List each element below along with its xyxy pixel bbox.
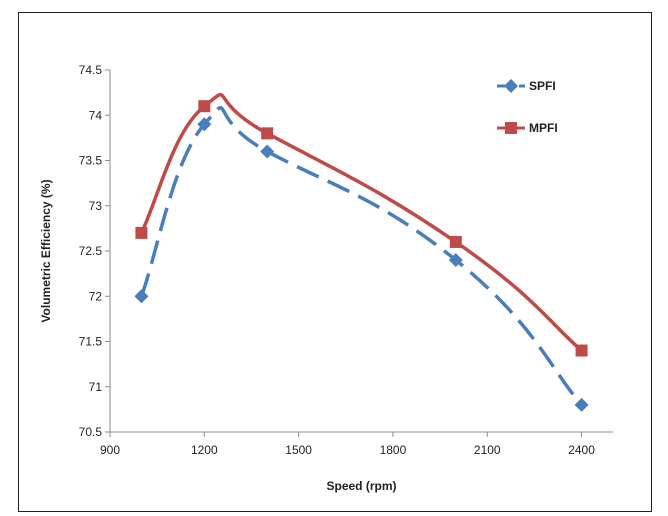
data-point-spfi — [574, 397, 589, 412]
y-tick-label: 73.5 — [79, 154, 103, 168]
x-tick-label: 2400 — [568, 443, 595, 457]
y-tick-label: 73 — [89, 199, 103, 213]
legend-label-mpfi: MPFI — [529, 121, 558, 135]
data-point-spfi — [197, 117, 212, 132]
y-tick-label: 72 — [89, 289, 103, 303]
x-tick-label: 1200 — [191, 443, 218, 457]
data-point-mpfi — [198, 100, 211, 113]
tick-labels: 70.5 71 71.5 72 72.5 73 73.5 74 74.5 900 1200 1500 1… — [79, 63, 596, 457]
x-tick-label: 2100 — [474, 443, 501, 457]
series-line-spfi — [139, 105, 583, 406]
y-tick-label: 74.5 — [79, 63, 103, 77]
legend: SPFI MPFI — [497, 79, 558, 135]
y-axis-title: Volumetric Efficiency (%) — [39, 179, 53, 322]
x-tick-label: 1500 — [285, 443, 312, 457]
data-point-mpfi — [575, 344, 588, 357]
data-point-spfi — [134, 289, 149, 304]
legend-marker-mpfi — [505, 122, 517, 134]
y-tick-label: 71.5 — [79, 335, 103, 349]
series-lines — [134, 92, 589, 412]
y-tick-label: 71 — [89, 380, 103, 394]
y-tick-label: 70.5 — [79, 425, 103, 439]
data-point-spfi — [448, 253, 463, 268]
y-tick-label: 72.5 — [79, 244, 103, 258]
legend-label-spfi: SPFI — [529, 79, 556, 93]
chart-frame — [18, 12, 652, 512]
x-axis-title: Speed (rpm) — [326, 479, 396, 493]
data-point-spfi — [260, 144, 275, 159]
x-tick-label: 1800 — [380, 443, 407, 457]
axes — [105, 69, 613, 437]
data-point-mpfi — [449, 235, 462, 248]
data-point-mpfi — [135, 226, 148, 239]
x-tick-label: 900 — [100, 443, 120, 457]
data-point-mpfi — [261, 127, 274, 140]
legend-marker-spfi — [504, 79, 518, 93]
y-tick-label: 74 — [89, 108, 103, 122]
